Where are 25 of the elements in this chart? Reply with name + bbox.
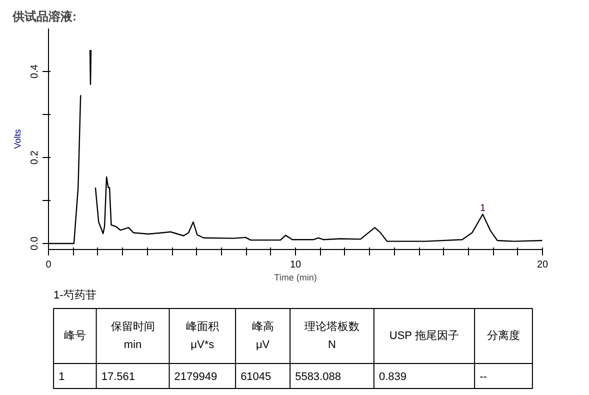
y-tick-label: 0.0 (30, 236, 40, 250)
x-tick-label: 10 (290, 260, 302, 270)
text: -- (480, 371, 488, 383)
x-tick-label: 20 (536, 260, 548, 270)
text: 61045 (240, 371, 272, 383)
text: 峰面积 μV*s (186, 321, 219, 351)
text: 17.561 (101, 371, 135, 383)
annotation: 1 (480, 203, 486, 214)
chart-title: 供试品溶液: (12, 10, 76, 24)
y-tick-label: 0.2 (30, 150, 40, 164)
text: 峰号 (64, 330, 86, 342)
text: 1-芍药苷 (54, 288, 96, 302)
x-tick-label: 0 (46, 260, 52, 270)
text: 峰高 μV (252, 320, 274, 351)
y-tick-label: 0.4 (30, 64, 40, 78)
y-axis-title: Volts (12, 128, 22, 149)
text: USP 拖尾因子 (389, 330, 459, 342)
text: 0.839 (378, 371, 406, 383)
x-axis-title: Time (min) (274, 272, 317, 282)
text: 2179949 (174, 371, 218, 383)
text: 1 (58, 371, 65, 383)
text: 理论塔板数 N (304, 320, 360, 351)
text: 分离度 (487, 329, 520, 342)
text: 5583.088 (295, 371, 341, 383)
text: 保留时间 min (110, 320, 155, 351)
